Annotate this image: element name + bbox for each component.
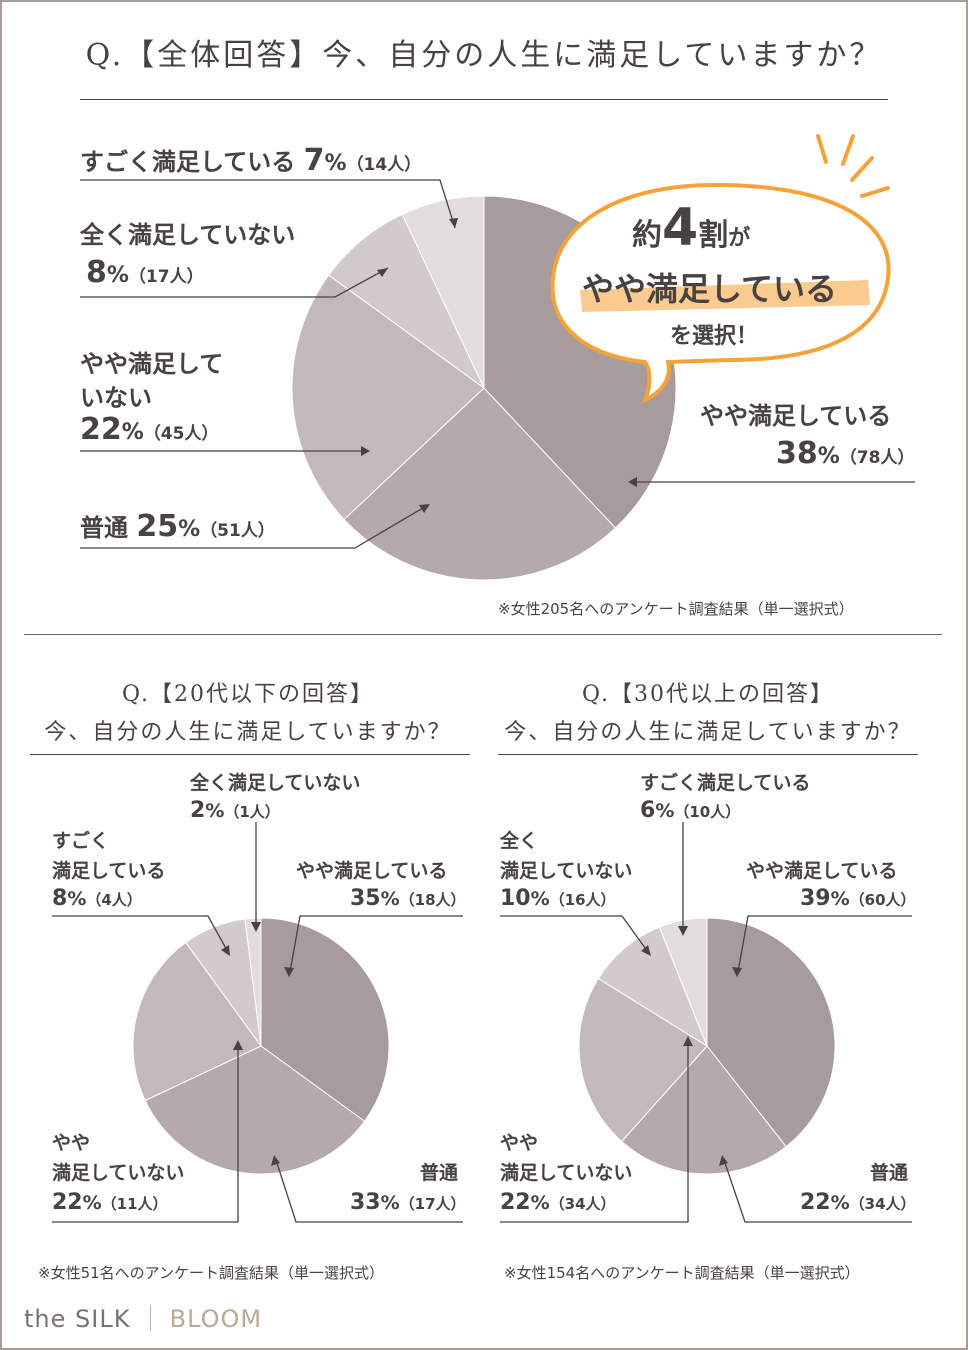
o30-label-somewhat-name: やや満足している (746, 860, 898, 882)
u20-label-normal-value: 33%（17人） (350, 1190, 466, 1215)
u20-label-somewhat-not-value: 22%（11人） (52, 1190, 168, 1215)
label-normal: 普通 25%（51人） (80, 509, 275, 544)
main-survey-note: ※女性205名へのアンケート調査結果（単一選択式） (498, 600, 854, 618)
over30-title-line2: 今、自分の人生に満足していますか？ (504, 720, 912, 745)
o30-label-somewhat-not-line1: やや (500, 1132, 539, 1154)
o30-leader-normal (723, 1159, 912, 1223)
main-title-rule (80, 99, 888, 100)
o30-label-not-at-all-value: 10%（16人） (500, 886, 616, 911)
over30-title-line1: Q.【30代以上の回答】 (582, 682, 834, 707)
over30-survey-note: ※女性154名へのアンケート調査結果（単一選択式） (504, 1264, 860, 1282)
main-pie-slice-3 (291, 274, 485, 521)
u20-label-somewhat-name: やや満足している (296, 860, 448, 882)
o30-label-not-at-all-line1: 全く (500, 830, 539, 852)
u20-label-not-at-all-name: 全く満足していない (190, 772, 361, 794)
under20-title-line1: Q.【20代以下の回答】 (122, 682, 374, 707)
label-not-at-all-name: 全く満足していない (80, 221, 296, 249)
u20-leader-very (52, 915, 229, 953)
o30-label-somewhat-not-value: 22%（34人） (500, 1190, 616, 1215)
under20-title-rule (30, 754, 470, 755)
brand-bloom: BLOOM (169, 1305, 263, 1333)
o30-label-normal-value: 22%（34人） (800, 1190, 916, 1215)
main-pie-chart (80, 134, 915, 581)
under20-title-line2: 今、自分の人生に満足していますか？ (44, 720, 452, 745)
u20-arrow-very (221, 945, 230, 956)
o30-label-normal-name: 普通 (870, 1162, 909, 1184)
o30-arrow-normal (719, 1155, 728, 1166)
arrow-somewhat-not (361, 446, 370, 456)
leader-line-very (80, 179, 456, 229)
u20-arrow-normal (271, 1155, 280, 1166)
callout-line1: 約4割が (632, 198, 751, 258)
o30-leader-somewhat-not (500, 1040, 689, 1223)
under20-pie-slice-3 (132, 941, 262, 1102)
o30-label-not-at-all-line2: 満足していない (500, 860, 633, 882)
under20-survey-note: ※女性51名へのアンケート調査結果（単一選択式） (38, 1264, 385, 1282)
callout-bubble (550, 134, 891, 405)
u20-label-somewhat-not-line1: やや (52, 1132, 91, 1154)
under20-pie-slice-5 (244, 917, 262, 1047)
arrow-not-at-all (377, 268, 388, 277)
brand-divider (149, 1305, 151, 1331)
arrow-normal (419, 504, 430, 513)
u20-label-very-line1: すごく (52, 830, 110, 852)
u20-label-very-line2: 満足している (52, 860, 166, 882)
over30-title-rule (498, 754, 918, 755)
u20-arrow-somewhat (284, 967, 294, 977)
u20-leader-somewhat-not (52, 1044, 239, 1223)
o30-arrow-very (678, 926, 688, 936)
label-somewhat-not-line1: やや満足して (80, 350, 224, 378)
o30-arrow-not-at-all (641, 945, 651, 956)
over30-pie-slice-4 (597, 926, 709, 1048)
o30-leader-not-at-all (500, 915, 649, 953)
o30-leader-somewhat (737, 915, 912, 973)
callout-line3: を選択！ (670, 324, 759, 349)
arrow-very (449, 218, 458, 228)
arrow-somewhat (628, 477, 637, 487)
over30-pie-slice-2 (620, 1045, 787, 1175)
u20-label-very-value: 8%（4人） (52, 886, 142, 911)
u20-leader-somewhat (289, 915, 463, 973)
label-somewhat-value: 38%（78人） (776, 436, 915, 471)
o30-label-very-name: すごく満足している (640, 772, 811, 794)
label-very-satisfied: すごく満足している 7%（14人） (80, 143, 422, 178)
callout-line2: やや満足している (582, 270, 838, 308)
label-not-at-all-value: 8%（17人） (86, 255, 204, 290)
main-pie-slice-2 (343, 387, 617, 581)
u20-label-somewhat-value: 35%（18人） (350, 886, 466, 911)
label-somewhat-not-line2: いない (80, 384, 152, 412)
o30-label-somewhat-not-line2: 満足していない (500, 1162, 633, 1184)
leader-line-normal (80, 504, 429, 549)
o30-arrow-somewhat-not (683, 1036, 693, 1046)
u20-label-not-at-all-value: 2%（1人） (190, 798, 280, 823)
label-somewhat-not-value: 22%（45人） (80, 412, 219, 447)
under20-pie-slice-2 (144, 1045, 366, 1175)
leader-line-not-at-all (80, 267, 389, 298)
u20-leader-normal (275, 1159, 463, 1223)
brand-the-silk: the SILK (24, 1305, 131, 1333)
o30-label-somewhat-value: 39%（60人） (800, 886, 916, 911)
main-pie-slice-5 (401, 195, 485, 389)
section-divider (24, 634, 942, 635)
u20-label-somewhat-not-line2: 満足していない (52, 1162, 185, 1184)
o30-label-very-value: 6%（10人） (640, 798, 741, 823)
main-pie-slice-4 (327, 213, 485, 389)
u20-arrow-not-at-all (251, 922, 261, 932)
brand-logo: the SILK BLOOM (24, 1305, 262, 1333)
u20-label-normal-name: 普通 (420, 1162, 459, 1184)
main-title: Q.【全体回答】今、自分の人生に満足していますか？ (85, 38, 883, 73)
over30-pie-slice-3 (578, 977, 708, 1143)
label-somewhat-name: やや満足している (700, 402, 892, 430)
u20-arrow-somewhat-not (233, 1040, 243, 1050)
o30-arrow-somewhat (732, 967, 742, 977)
